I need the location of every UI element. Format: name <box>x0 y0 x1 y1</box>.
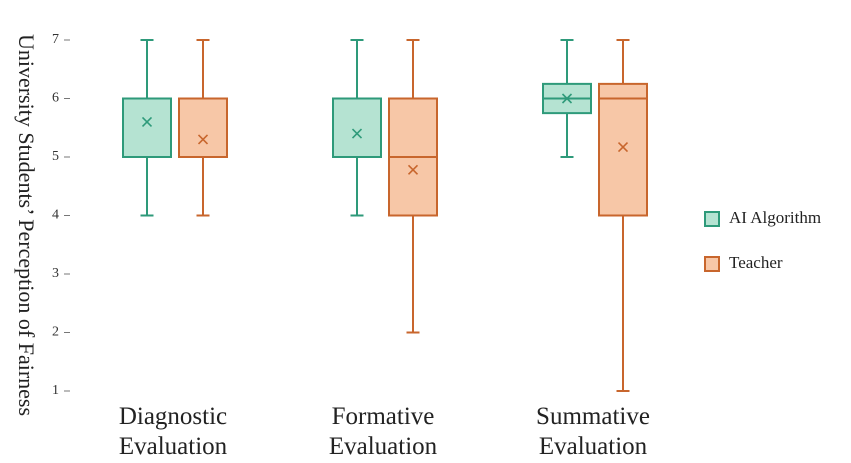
y-axis-title: University Students’ Perception of Fairn… <box>14 34 39 416</box>
box-groups <box>122 39 648 392</box>
category-label: Diagnostic <box>119 403 227 430</box>
legend-label: Teacher <box>729 253 783 272</box>
mean-marker <box>141 116 153 127</box>
y-tick-label: 7 <box>52 32 59 47</box>
y-tick-label: 6 <box>52 91 59 106</box>
mean-marker <box>561 93 573 104</box>
y-tick-label: 1 <box>52 383 59 398</box>
category-label: Evaluation <box>329 433 438 460</box>
iqr-box <box>122 97 172 158</box>
category-label: Summative <box>536 403 650 430</box>
box-0-1 <box>332 39 382 217</box>
box-1-2 <box>598 39 648 392</box>
mean-marker <box>407 164 419 175</box>
category-label: Formative <box>332 403 435 430</box>
mean-marker <box>197 134 209 145</box>
category-label: Evaluation <box>119 433 228 460</box>
legend-swatch <box>704 256 720 272</box>
iqr-box <box>332 97 382 158</box>
box-1-0 <box>178 39 228 217</box>
box-0-2 <box>542 39 592 158</box>
mean-marker <box>351 128 363 139</box>
y-tick-label: 5 <box>52 149 59 164</box>
box-0-0 <box>122 39 172 217</box>
mean-marker <box>617 141 629 153</box>
legend-swatch <box>704 211 720 227</box>
y-tick-label: 4 <box>52 208 59 223</box>
legend: AI Algorithm Teacher <box>704 208 821 272</box>
legend-label: AI Algorithm <box>729 208 821 227</box>
box-1-1 <box>388 39 438 334</box>
y-tick-label: 2 <box>52 325 59 340</box>
iqr-box <box>598 82 648 217</box>
category-labels: Diagnostic Evaluation Formative Evaluation S… <box>119 403 650 460</box>
iqr-box <box>178 97 228 158</box>
y-axis-ticks: 1 2 3 4 5 6 7 <box>52 32 70 398</box>
category-label: Evaluation <box>539 433 648 460</box>
y-tick-label: 3 <box>52 266 59 281</box>
